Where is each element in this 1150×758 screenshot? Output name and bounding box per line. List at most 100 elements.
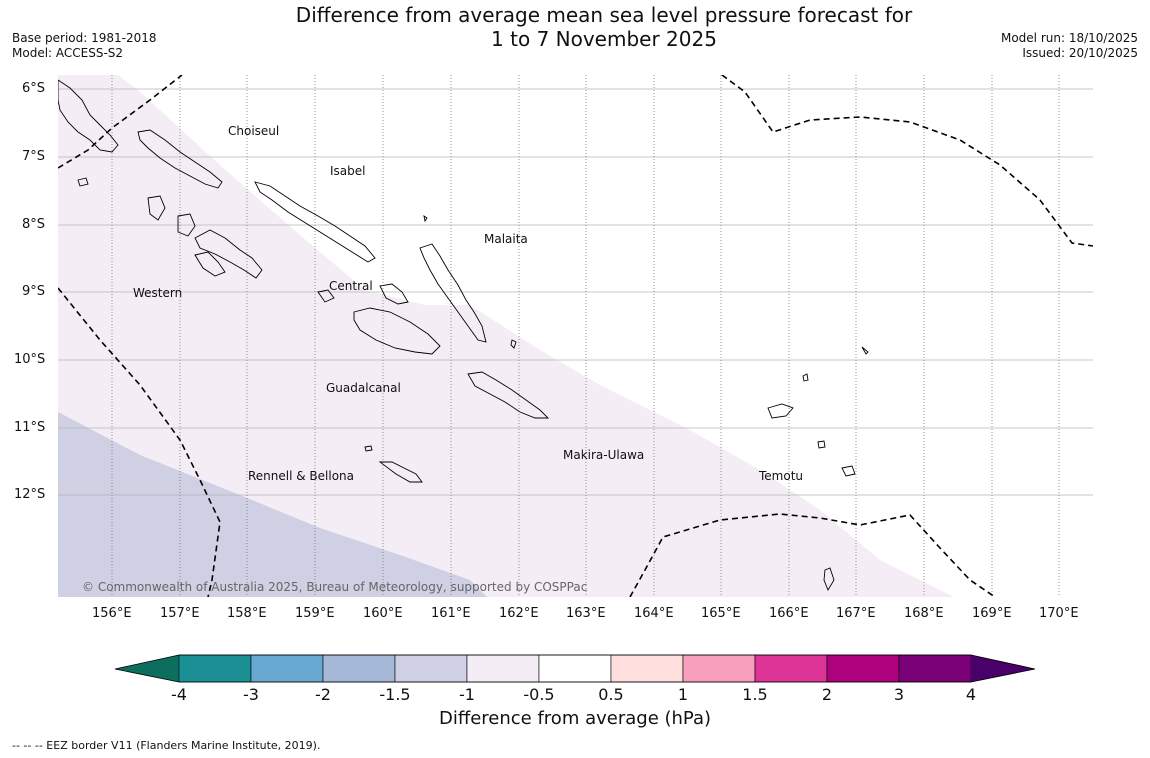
island-makira [467, 371, 550, 419]
province-label-malaita: Malaita [484, 232, 528, 246]
colorbar-low-extend [115, 655, 179, 682]
province-label-temotu: Temotu [759, 469, 804, 483]
province-label-western: Western [133, 286, 183, 300]
lon-label-162e: 162°E [499, 606, 539, 621]
island-reef-islands [861, 346, 869, 355]
map-title: Difference from average mean sea level p… [0, 3, 1150, 51]
title-line-1: Difference from average mean sea level p… [295, 3, 913, 27]
base-period: Base period: 1981-2018 [12, 31, 157, 45]
colorbar-swatches [178, 654, 972, 683]
colorbar-tick: 4 [965, 685, 977, 704]
lat-label-10s: 10°S [14, 352, 46, 367]
colorbar-tick: 1.5 [742, 685, 768, 704]
lon-label-156e: 156°E [92, 606, 132, 621]
colorbar-swatch [322, 654, 396, 683]
eez-legend-note: -- -- -- EEZ border V11 (Flanders Marine… [12, 739, 321, 752]
colorbar-tick: -1.5 [379, 685, 411, 704]
lat-label-11s: 11°S [14, 420, 46, 435]
colorbar-swatch [538, 654, 612, 683]
province-label-rennell-bellona: Rennell & Bellona [248, 469, 355, 483]
lon-label-159e: 159°E [295, 606, 335, 621]
meta-right: Model run: 18/10/2025 Issued: 20/10/2025 [1001, 31, 1138, 61]
lon-label-166e: 166°E [769, 606, 809, 621]
issued-date: Issued: 20/10/2025 [1022, 46, 1138, 60]
colorbar-tick: -1 [459, 685, 475, 704]
island-malaita [419, 243, 487, 343]
island-ontong [423, 215, 428, 223]
colorbar-swatch [466, 654, 540, 683]
lon-label-164e: 164°E [634, 606, 674, 621]
colorbar-outline [114, 654, 1036, 683]
colorbar-tick: 2 [821, 685, 833, 704]
colorbar-tick: 1 [677, 685, 689, 704]
model-name: Model: ACCESS-S2 [12, 46, 124, 60]
lon-label-168e: 168°E [904, 606, 944, 621]
lon-label-167e: 167°E [836, 606, 876, 621]
eez-borders [58, 75, 1093, 597]
meta-left: Base period: 1981-2018 Model: ACCESS-S2 [12, 31, 157, 61]
island-anuta [823, 567, 835, 592]
colorbar-swatch [754, 654, 828, 683]
island-vella [147, 195, 166, 221]
province-label-guadalcanal: Guadalcanal [326, 381, 401, 395]
colorbar-swatch [250, 654, 324, 683]
island-isabel [254, 181, 376, 263]
anomaly-region-light [58, 75, 954, 597]
lat-label-8s: 8°S [22, 217, 46, 232]
island-choiseul [137, 129, 223, 189]
island-new-georgia [177, 213, 263, 279]
lon-label-161e: 161°E [431, 606, 471, 621]
coastlines [58, 79, 869, 592]
lat-label-6s: 6°S [22, 81, 46, 96]
eez-border-west [58, 287, 221, 597]
colorbar-swatch [394, 654, 468, 683]
lon-label-165e: 165°E [701, 606, 741, 621]
island-savo [317, 289, 335, 303]
island-bougainville [58, 79, 119, 153]
colorbar [114, 654, 1036, 683]
island-rennell [378, 461, 423, 483]
model-run: Model run: 18/10/2025 [1000, 31, 1138, 45]
island-santa-cruz [767, 403, 794, 419]
lon-label-170e: 170°E [1039, 606, 1079, 621]
lon-label-157e: 157°E [160, 606, 200, 621]
colorbar-swatch [610, 654, 684, 683]
colorbar-tick: -4 [171, 685, 187, 704]
island-ranongga [77, 177, 89, 187]
island-florida [379, 283, 409, 305]
lat-label-12s: 12°S [14, 487, 46, 502]
colorbar-high-extend [971, 655, 1035, 682]
lat-label-9s: 9°S [22, 284, 46, 299]
island-bellona [364, 445, 373, 452]
colorbar-tick: 0.5 [598, 685, 624, 704]
eez-border-north-west [58, 75, 183, 169]
island-utupua [817, 440, 826, 449]
copyright-notice: © Commonwealth of Australia 2025, Bureau… [82, 580, 588, 594]
colorbar-swatch [826, 654, 900, 683]
lon-label-160e: 160°E [363, 606, 403, 621]
eez-border-south [629, 513, 996, 597]
colorbar-swatch [682, 654, 756, 683]
colorbar-title: Difference from average (hPa) [438, 708, 712, 729]
island-vanikoro [841, 465, 856, 477]
island-duff [802, 373, 809, 382]
lat-label-7s: 7°S [22, 149, 46, 164]
colorbar-swatch [898, 654, 972, 683]
province-label-central: Central [329, 279, 373, 293]
lon-label-169e: 169°E [972, 606, 1012, 621]
province-label-choiseul: Choiseul [228, 124, 280, 138]
island-ulawa [510, 339, 517, 349]
province-label-makira-ulawa: Makira-Ulawa [563, 448, 645, 462]
colorbar-tick: -2 [315, 685, 331, 704]
province-label-isabel: Isabel [330, 164, 366, 178]
island-rendova [194, 251, 226, 277]
map-area [58, 75, 1093, 597]
title-line-2: 1 to 7 November 2025 [491, 27, 717, 51]
eez-border-north-east [721, 75, 1093, 247]
colorbar-tick: -0.5 [523, 685, 555, 704]
island-guadalcanal [353, 307, 441, 355]
anomaly-region-medium [58, 412, 487, 597]
lon-label-158e: 158°E [227, 606, 267, 621]
colorbar-tick: 3 [893, 685, 905, 704]
